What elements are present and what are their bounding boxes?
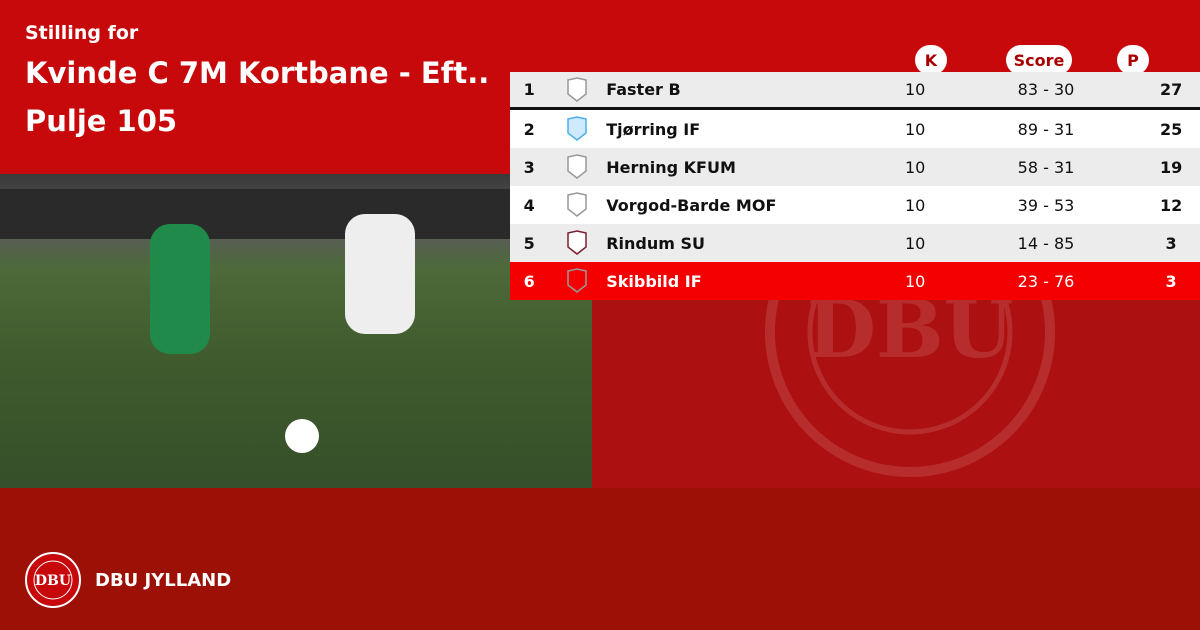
table-row[interactable]: 5 Rindum SU 10 14 - 85 3 [510,224,1200,262]
table-row[interactable]: 2 Tjørring IF 10 89 - 31 25 [510,110,1200,148]
rindum-crest-icon [567,230,588,255]
match-photo [0,174,592,488]
points: 3 [1165,233,1177,253]
matches-played: 10 [904,119,926,139]
footer-band [0,488,1200,630]
table-row[interactable]: 3 Herning KFUM 10 58 - 31 19 [510,148,1200,186]
goal-score: 14 - 85 [1017,233,1075,253]
table-row[interactable]: 6 Skibbild IF 10 23 - 76 3 [510,262,1200,300]
generic-shield-icon [567,268,588,293]
position: 2 [523,119,535,139]
points: 25 [1159,119,1183,139]
tif-crest-icon [567,116,588,141]
column-header-p: P [1117,45,1149,75]
standings-table: 1 Faster B 10 83 - 30 27 2 Tjørring IF 1… [510,72,1200,300]
goal-score: 39 - 53 [1017,195,1075,215]
goal-score: 83 - 30 [1017,80,1075,99]
generic-shield-icon [567,154,588,179]
team-name[interactable]: Faster B [606,80,681,99]
points: 3 [1165,271,1177,291]
position: 3 [523,157,535,177]
generic-shield-icon [567,76,588,102]
points: 19 [1159,157,1183,177]
page-title: Kvinde C 7M Kortbane - Eft.. [25,56,490,90]
points: 12 [1159,195,1183,215]
points: 27 [1159,80,1183,99]
goal-score: 23 - 76 [1017,271,1075,291]
team-name[interactable]: Rindum SU [606,233,706,253]
goal-score: 58 - 31 [1017,157,1075,177]
dbu-logo: DBU DBU JYLLAND [25,552,231,608]
team-name[interactable]: Tjørring IF [606,119,701,139]
generic-shield-icon [567,192,588,217]
position: 6 [523,271,535,291]
dbu-seal-icon: DBU [25,552,81,608]
team-name[interactable]: Herning KFUM [606,157,736,177]
goal-score: 89 - 31 [1017,119,1075,139]
matches-played: 10 [904,271,926,291]
matches-played: 10 [904,80,926,99]
team-name[interactable]: Vorgod-Barde MOF [606,195,777,215]
team-name[interactable]: Skibbild IF [606,271,702,291]
subtitle: Stilling for [25,22,139,44]
table-row[interactable]: 4 Vorgod-Barde MOF 10 39 - 53 12 [510,186,1200,224]
column-header-score: Score [1006,45,1072,75]
matches-played: 10 [904,157,926,177]
brand-name: DBU JYLLAND [95,569,232,591]
position: 5 [523,233,535,253]
matches-played: 10 [904,195,926,215]
matches-played: 10 [904,233,926,253]
position: 4 [523,195,535,215]
svg-text:DBU: DBU [35,573,71,589]
column-header-k: K [915,45,947,75]
table-row[interactable]: 1 Faster B 10 83 - 30 27 [510,72,1200,110]
position: 1 [523,80,535,99]
pool-label: Pulje 105 [25,104,178,138]
